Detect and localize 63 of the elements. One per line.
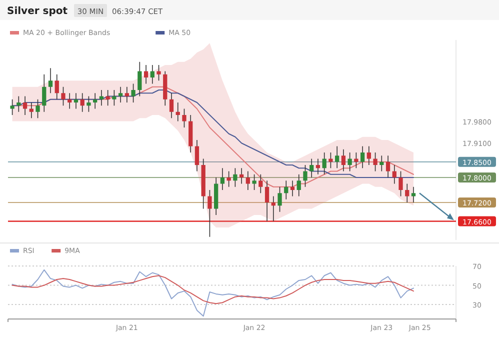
candlestick	[366, 146, 371, 166]
candlestick	[112, 90, 116, 106]
candlestick	[36, 98, 40, 119]
candlestick	[208, 190, 212, 238]
candlestick	[176, 102, 180, 122]
candlestick	[61, 86, 66, 106]
candlestick	[118, 86, 123, 103]
candlestick	[74, 92, 78, 110]
candlestick	[80, 92, 84, 112]
candlestick	[68, 92, 72, 110]
candlestick	[380, 155, 384, 172]
candlestick	[150, 64, 154, 84]
candlestick	[373, 152, 378, 172]
candlestick	[138, 61, 142, 97]
candlestick	[246, 170, 250, 190]
candlestick	[124, 86, 129, 103]
candlestick	[144, 64, 148, 84]
candlestick	[303, 164, 308, 188]
candlestick	[405, 183, 410, 203]
candlestick	[22, 96, 28, 116]
candlestick	[386, 155, 390, 178]
candlestick	[335, 146, 340, 169]
candlestick	[42, 74, 46, 112]
candlestick	[392, 164, 396, 184]
line-series	[12, 275, 414, 304]
candlestick	[354, 152, 358, 169]
candlestick	[284, 180, 288, 200]
candlestick	[233, 168, 238, 188]
candlestick	[169, 92, 174, 119]
candlestick	[411, 186, 416, 203]
candlestick	[264, 180, 270, 222]
candlestick	[48, 68, 53, 94]
candlestick	[99, 90, 104, 106]
candlestick	[239, 168, 244, 184]
candlestick	[93, 92, 98, 110]
candlestick	[398, 170, 403, 197]
candlestick	[271, 196, 276, 222]
candlestick	[316, 158, 320, 175]
candlestick	[322, 152, 326, 175]
candlestick	[360, 146, 365, 169]
candlestick	[341, 148, 346, 172]
candlestick	[220, 168, 225, 190]
candlestick	[16, 96, 21, 112]
candlestick	[156, 64, 161, 82]
candlestick	[106, 90, 110, 106]
candlestick	[252, 174, 256, 190]
candlestick	[10, 98, 14, 116]
candlestick	[182, 108, 186, 128]
candlestick	[296, 174, 301, 197]
line-series	[12, 269, 414, 317]
candlestick	[86, 96, 91, 112]
candlestick	[29, 102, 34, 119]
candlestick	[328, 152, 333, 169]
candlestick	[54, 74, 59, 100]
candlestick	[348, 152, 352, 172]
candlestick	[290, 180, 295, 197]
candlestick	[258, 174, 263, 194]
candlestick	[226, 170, 231, 188]
candlestick	[131, 83, 136, 103]
candlestick	[278, 186, 282, 212]
chart-title: Silver spot	[7, 6, 68, 17]
candlestick	[194, 140, 200, 172]
candlestick	[310, 158, 314, 178]
